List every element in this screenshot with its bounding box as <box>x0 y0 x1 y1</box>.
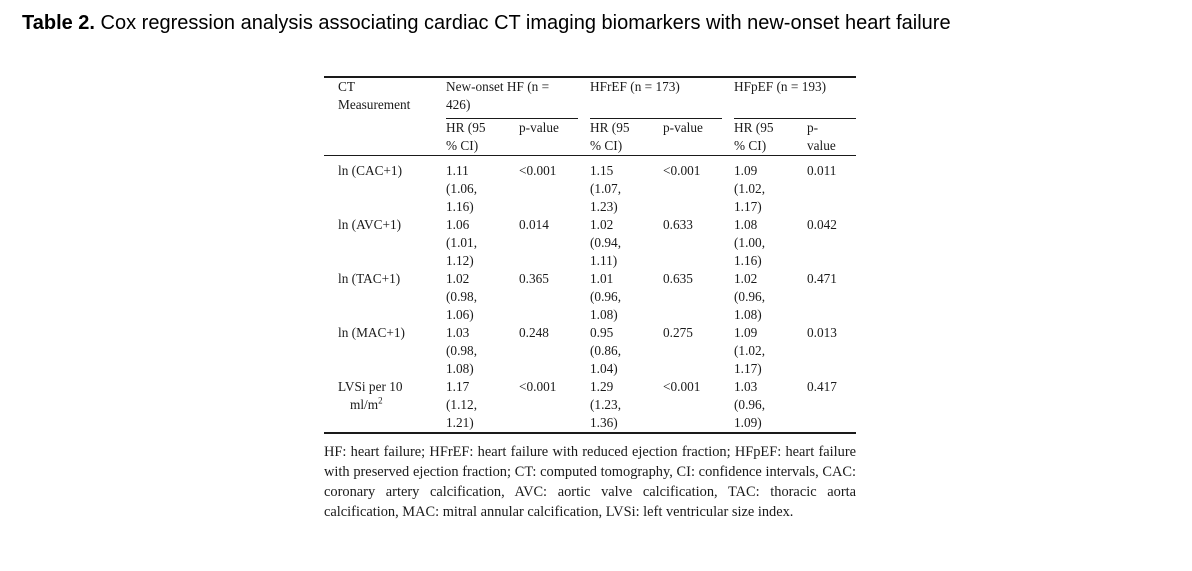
header-hr-hfref: HR (95 % CI) <box>590 120 630 153</box>
hr-ci-cell: 0.95 (0.86, 1.04) <box>590 325 622 376</box>
header-group-hf: New-onset HF (n = 426) <box>446 77 590 119</box>
hr-ci-cell: 1.02 (0.98, 1.06) <box>446 271 478 322</box>
caption-text: Cox regression analysis associating card… <box>95 12 951 34</box>
row-measure: ln (MAC+1) <box>338 325 405 340</box>
header-group-hfpef-rule <box>734 118 856 119</box>
table-row: ln (TAC+1) 1.02 (0.98, 1.06) 0.365 1.01 … <box>324 270 856 324</box>
header-p-hfref: p-value <box>663 120 703 135</box>
hr-ci-cell: 1.01 (0.96, 1.08) <box>590 271 622 322</box>
header-sub-row: HR (95 % CI) p-value HR (95 % CI) p-valu… <box>324 119 856 156</box>
p-value-cell: <0.001 <box>519 163 557 178</box>
header-group-row: CT Measurement New-onset HF (n = 426) HF… <box>324 77 856 119</box>
p-value-cell: <0.001 <box>519 379 557 394</box>
hr-ci-cell: 1.03 (0.96, 1.09) <box>734 379 766 430</box>
header-measurement-line2: Measurement <box>338 97 411 112</box>
header-group-hfref: HFrEF (n = 173) <box>590 77 734 119</box>
header-hr-hfpef: HR (95 % CI) <box>734 120 774 153</box>
hr-ci-cell: 1.03 (0.98, 1.08) <box>446 325 478 376</box>
p-value-cell: 0.417 <box>807 379 837 394</box>
row-measure: ln (AVC+1) <box>338 217 402 232</box>
hr-ci-cell: 1.02 (0.96, 1.08) <box>734 271 766 322</box>
table-row: ln (MAC+1) 1.03 (0.98, 1.08) 0.248 0.95 … <box>324 324 856 378</box>
header-hr-hf: HR (95 % CI) <box>446 120 486 153</box>
header-group-hf-line2: 426) <box>446 97 471 112</box>
header-group-hfpef: HFpEF (n = 193) <box>734 77 856 119</box>
hr-ci-cell: 1.09 (1.02, 1.17) <box>734 325 766 376</box>
header-group-hfref-rule <box>590 118 722 119</box>
header-p-hfpef: p- value <box>807 120 836 153</box>
p-value-cell: 0.365 <box>519 271 549 286</box>
header-measurement-line1: CT <box>338 79 355 94</box>
hr-ci-cell: 1.06 (1.01, 1.12) <box>446 217 478 268</box>
p-value-cell: 0.275 <box>663 325 693 340</box>
hr-ci-cell: 1.02 (0.94, 1.11) <box>590 217 622 268</box>
p-value-cell: 0.635 <box>663 271 693 286</box>
table-caption: Table 2. Cox regression analysis associa… <box>22 12 951 35</box>
table-row: LVSi per 10 ml/m2 1.17 (1.12, 1.21) <0.0… <box>324 378 856 433</box>
p-value-cell: 0.014 <box>519 217 549 232</box>
header-group-hfpef-line1: HFpEF (n = 193) <box>734 79 827 94</box>
hr-ci-cell: 1.29 (1.23, 1.36) <box>590 379 622 430</box>
header-measurement-cell: CT Measurement <box>324 77 446 156</box>
header-group-hf-line1: New-onset HF (n = <box>446 79 550 94</box>
table-footnote: HF: heart failure; HFrEF: heart failure … <box>324 444 856 520</box>
p-value-cell: 0.633 <box>663 217 693 232</box>
cox-regression-table: CT Measurement New-onset HF (n = 426) HF… <box>324 76 856 434</box>
p-value-cell: 0.042 <box>807 217 837 232</box>
p-value-cell: 0.248 <box>519 325 549 340</box>
hr-ci-cell: 1.17 (1.12, 1.21) <box>446 379 478 430</box>
p-value-cell: 0.013 <box>807 325 837 340</box>
hr-ci-cell: 1.15 (1.07, 1.23) <box>590 163 622 214</box>
header-p-hf: p-value <box>519 120 559 135</box>
p-value-cell: 0.471 <box>807 271 837 286</box>
header-group-hfref-line1: HFrEF (n = 173) <box>590 79 680 94</box>
row-measure: LVSi per 10 ml/m2 <box>338 379 403 412</box>
table-row: ln (CAC+1) 1.11 (1.06, 1.16) <0.001 1.15… <box>324 162 856 216</box>
hr-ci-cell: 1.08 (1.00, 1.16) <box>734 217 766 268</box>
table-row: ln (AVC+1) 1.06 (1.01, 1.12) 0.014 1.02 … <box>324 216 856 270</box>
p-value-cell: <0.001 <box>663 379 701 394</box>
hr-ci-cell: 1.11 (1.06, 1.16) <box>446 163 478 214</box>
results-table-container: CT Measurement New-onset HF (n = 426) HF… <box>324 76 856 536</box>
p-value-cell: 0.011 <box>807 163 837 178</box>
header-group-hf-rule <box>446 118 578 119</box>
row-measure: ln (CAC+1) <box>338 163 403 178</box>
row-measure: ln (TAC+1) <box>338 271 401 286</box>
caption-label: Table 2. <box>22 12 95 34</box>
hr-ci-cell: 1.09 (1.02, 1.17) <box>734 163 766 214</box>
p-value-cell: <0.001 <box>663 163 701 178</box>
